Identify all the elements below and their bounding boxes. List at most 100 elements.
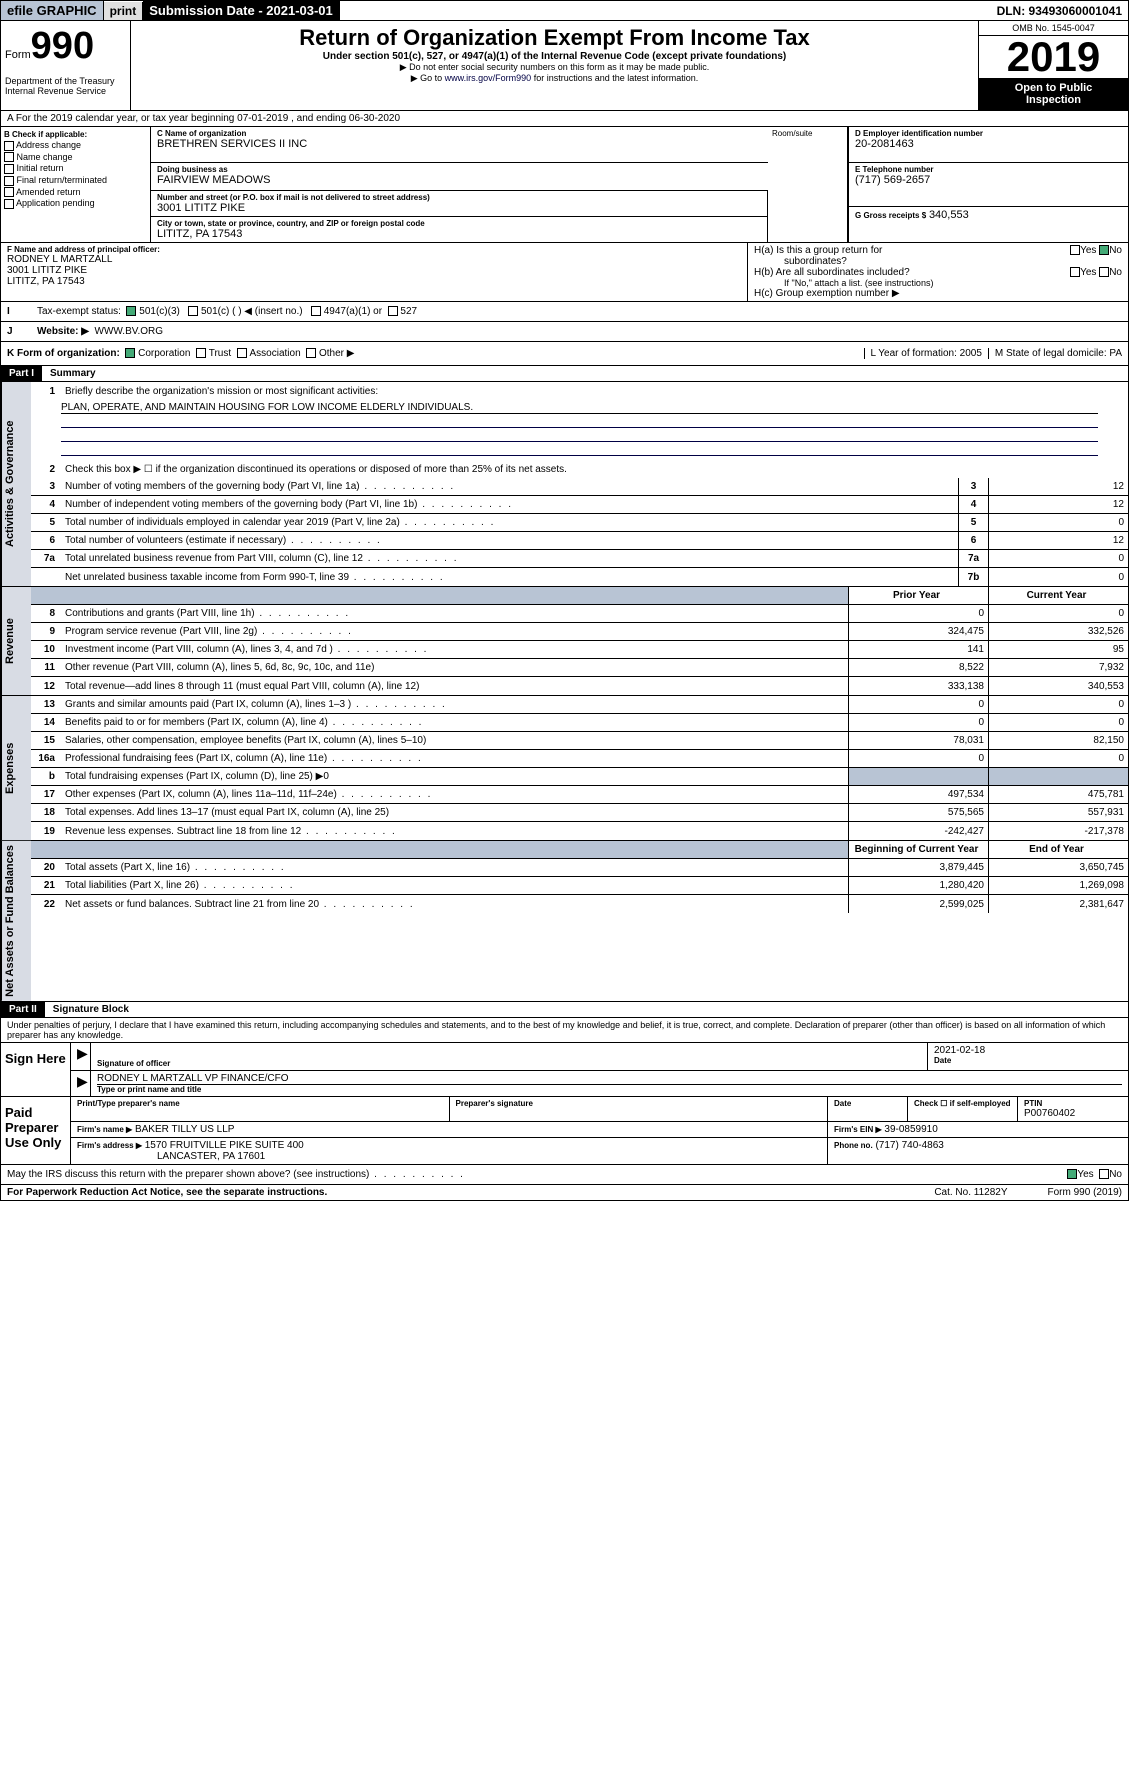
line4-val: 12 <box>988 496 1128 513</box>
col-b-header: B Check if applicable: <box>4 130 147 139</box>
cb-final-return[interactable]: Final return/terminated <box>4 175 147 186</box>
line15-curr: 82,150 <box>988 732 1128 749</box>
city-value: LITITZ, PA 17543 <box>157 228 761 240</box>
line18-prior: 575,565 <box>848 804 988 821</box>
line15-prior: 78,031 <box>848 732 988 749</box>
part2-badge: Part II <box>1 1002 45 1017</box>
line12-prior: 333,138 <box>848 677 988 695</box>
street-box: Number and street (or P.O. box if mail i… <box>151 191 767 217</box>
ha-line: H(a) Is this a group return for Yes No <box>754 245 1122 256</box>
cb-assoc[interactable] <box>237 348 247 358</box>
firm-phone: (717) 740-4863 <box>875 1140 943 1151</box>
footer-row: For Paperwork Reduction Act Notice, see … <box>0 1185 1129 1201</box>
org-name-label: C Name of organization <box>157 129 762 138</box>
ptin-label: PTIN <box>1024 1099 1122 1108</box>
form-subtitle: Under section 501(c), 527, or 4947(a)(1)… <box>139 51 970 62</box>
line17-desc: Other expenses (Part IX, column (A), lin… <box>61 788 848 801</box>
line14-curr: 0 <box>988 714 1128 731</box>
city-label: City or town, state or province, country… <box>157 219 761 228</box>
line22-prior: 2,599,025 <box>848 895 988 913</box>
section-fgh: F Name and address of principal officer:… <box>0 243 1129 302</box>
discuss-row: May the IRS discuss this return with the… <box>0 1165 1129 1185</box>
section-i-tax-status: I Tax-exempt status: 501(c)(3) 501(c) ( … <box>0 302 1129 322</box>
line17-prior: 497,534 <box>848 786 988 803</box>
column-c-org-info: C Name of organization BRETHREN SERVICES… <box>151 127 768 242</box>
prep-sig-label: Preparer's signature <box>456 1099 822 1108</box>
cb-other[interactable] <box>306 348 316 358</box>
cb-initial-return[interactable]: Initial return <box>4 163 147 174</box>
cb-pending[interactable]: Application pending <box>4 198 147 209</box>
line21-curr: 1,269,098 <box>988 877 1128 894</box>
line20-prior: 3,879,445 <box>848 859 988 876</box>
cb-amended[interactable]: Amended return <box>4 187 147 198</box>
ein-box: D Employer identification number 20-2081… <box>849 127 1128 163</box>
sig-name-label: Type or print name and title <box>97 1085 1122 1094</box>
ein-label: D Employer identification number <box>855 129 1122 138</box>
line5-val: 0 <box>988 514 1128 531</box>
mission-text: PLAN, OPERATE, AND MAINTAIN HOUSING FOR … <box>31 400 1128 460</box>
line17-curr: 475,781 <box>988 786 1128 803</box>
line6-desc: Total number of volunteers (estimate if … <box>61 534 958 547</box>
cb-trust[interactable] <box>196 348 206 358</box>
line11-curr: 7,932 <box>988 659 1128 676</box>
cb-name-change[interactable]: Name change <box>4 152 147 163</box>
cb-527[interactable] <box>388 306 398 316</box>
line18-curr: 557,931 <box>988 804 1128 821</box>
line7b-val: 0 <box>988 568 1128 586</box>
arrow-icon: ▶ <box>77 1045 88 1061</box>
line7b-desc: Net unrelated business taxable income fr… <box>61 571 958 584</box>
phone-value: (717) 569-2657 <box>855 174 1122 186</box>
discuss-text: May the IRS discuss this return with the… <box>7 1169 465 1180</box>
print-button[interactable]: print <box>104 2 144 20</box>
cb-corp[interactable] <box>125 348 135 358</box>
section-bcd: B Check if applicable: Address change Na… <box>0 127 1129 243</box>
sig-name: RODNEY L MARTZALL VP FINANCE/CFO <box>97 1073 1122 1085</box>
ptin-value: P00760402 <box>1024 1108 1122 1119</box>
line11-prior: 8,522 <box>848 659 988 676</box>
revenue-section: Revenue Prior YearCurrent Year 8Contribu… <box>0 587 1129 696</box>
discuss-yes-cb[interactable] <box>1067 1169 1077 1179</box>
line19-desc: Revenue less expenses. Subtract line 18 … <box>61 825 848 838</box>
ha-line2: subordinates? <box>754 256 1122 267</box>
firm-ein-label: Firm's EIN ▶ <box>834 1125 882 1134</box>
line13-prior: 0 <box>848 696 988 713</box>
note-link: ▶ Go to www.irs.gov/Form990 for instruct… <box>139 73 970 84</box>
open-public-badge: Open to Public Inspection <box>979 78 1128 110</box>
irs-link[interactable]: www.irs.gov/Form990 <box>445 73 532 83</box>
sign-here-row: Sign Here ▶ Signature of officer 2021-02… <box>0 1043 1129 1097</box>
address-row: Number and street (or P.O. box if mail i… <box>151 191 768 242</box>
part2-header-row: Part II Signature Block <box>0 1002 1129 1018</box>
cb-4947[interactable] <box>311 306 321 316</box>
sig-officer-label: Signature of officer <box>97 1059 921 1068</box>
firm-name: BAKER TILLY US LLP <box>135 1124 235 1135</box>
line12-curr: 340,553 <box>988 677 1128 695</box>
firm-addr-label: Firm's address ▶ <box>77 1141 142 1150</box>
line8-desc: Contributions and grants (Part VIII, lin… <box>61 607 848 620</box>
line11-desc: Other revenue (Part VIII, column (A), li… <box>61 661 848 674</box>
cb-501c[interactable] <box>188 306 198 316</box>
arrow-icon: ▶ <box>77 1073 88 1089</box>
firm-addr: 1570 FRUITVILLE PIKE SUITE 400 <box>145 1140 304 1151</box>
line19-curr: -217,378 <box>988 822 1128 840</box>
paid-preparer-label: Paid Preparer Use Only <box>1 1097 71 1164</box>
efile-label: efile GRAPHIC <box>1 1 104 20</box>
line18-desc: Total expenses. Add lines 13–17 (must eq… <box>61 806 848 819</box>
line6-val: 12 <box>988 532 1128 549</box>
dba-name: FAIRVIEW MEADOWS <box>157 174 762 186</box>
l-year: L Year of formation: 2005 <box>864 348 982 359</box>
firm-ein: 39-0859910 <box>884 1124 937 1135</box>
m-state: M State of legal domicile: PA <box>988 348 1122 359</box>
line9-curr: 332,526 <box>988 623 1128 640</box>
discuss-no-cb[interactable] <box>1099 1169 1109 1179</box>
cb-address-change[interactable]: Address change <box>4 140 147 151</box>
line14-prior: 0 <box>848 714 988 731</box>
line16b-prior <box>848 768 988 785</box>
room-suite-box: Room/suite <box>768 127 848 242</box>
dba-box: Doing business as FAIRVIEW MEADOWS <box>151 163 768 191</box>
line16b-desc: Total fundraising expenses (Part IX, col… <box>61 770 848 783</box>
cb-501c3[interactable] <box>126 306 136 316</box>
tax-status-label: Tax-exempt status: <box>37 306 121 317</box>
website-value[interactable]: WWW.BV.ORG <box>95 326 164 337</box>
line2-desc: Check this box ▶ ☐ if the organization d… <box>61 463 1128 476</box>
dept-label: Department of the Treasury Internal Reve… <box>5 76 126 96</box>
